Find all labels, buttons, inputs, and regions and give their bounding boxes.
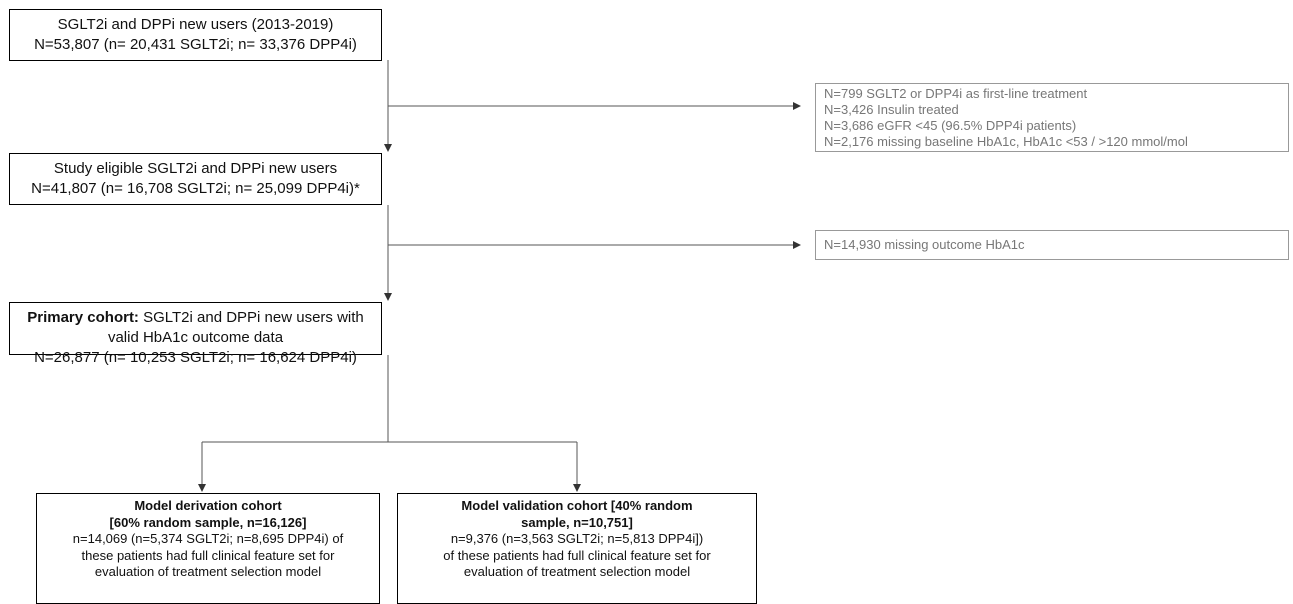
node-line: n=9,376 (n=3,563 SGLT2i; n=5,813 DPP4i]) (450, 531, 704, 546)
node-line: evaluation of treatment selection model (463, 564, 691, 579)
node-validation: Model validation cohort [40% random samp… (397, 493, 757, 604)
exclusion-box: N=799 SGLT2 or DPP4i as first-line treat… (815, 83, 1289, 152)
exclusion-line: N=799 SGLT2 or DPP4i as first-line treat… (824, 86, 1088, 101)
exclusion-line: N=2,176 missing baseline HbA1c, HbA1c <5… (824, 134, 1188, 149)
node-line: SGLT2i and DPPi new users with valid HbA… (107, 309, 364, 346)
node-primary: Primary cohort: SGLT2i and DPPi new user… (9, 302, 382, 366)
node-derivation: Model derivation cohort [60% random samp… (36, 493, 380, 604)
node-line: N=53,807 (n= 20,431 SGLT2i; n= 33,376 DP… (34, 36, 357, 53)
exclusion-line: N=14,930 missing outcome HbA1c (824, 237, 1025, 252)
node-bold: Primary cohort: (27, 309, 139, 326)
node-bold: sample, n=10,751] (521, 514, 633, 530)
exclusion-line: N=3,686 eGFR <45 (96.5% DPP4i patients) (824, 118, 1077, 133)
node-bold: [60% random sample, n=16,126] (109, 514, 307, 530)
node-line: of these patients had full clinical feat… (443, 547, 711, 563)
node-line: these patients had full clinical feature… (81, 547, 335, 563)
exclusion-line: N=3,426 Insulin treated (824, 102, 959, 117)
node-eligible: Study eligible SGLT2i and DPPi new users… (9, 153, 382, 205)
exclusion-box: N=14,930 missing outcome HbA1c (815, 230, 1289, 260)
node-line: N=41,807 (n= 16,708 SGLT2i; n= 25,099 DP… (31, 180, 360, 197)
node-bold: Model validation cohort [40% random (461, 498, 693, 513)
node-line: N=26,877 (n= 10,253 SGLT2i; n= 16,624 DP… (34, 349, 357, 366)
node-source: SGLT2i and DPPi new users (2013-2019) N=… (9, 9, 382, 61)
node-line: evaluation of treatment selection model (94, 564, 322, 579)
node-line: n=14,069 (n=5,374 SGLT2i; n=8,695 DPP4i)… (72, 531, 344, 546)
node-bold: Model derivation cohort (134, 498, 282, 513)
node-line: Study eligible SGLT2i and DPPi new users (53, 160, 338, 177)
node-line: SGLT2i and DPPi new users (2013-2019) (57, 16, 334, 33)
